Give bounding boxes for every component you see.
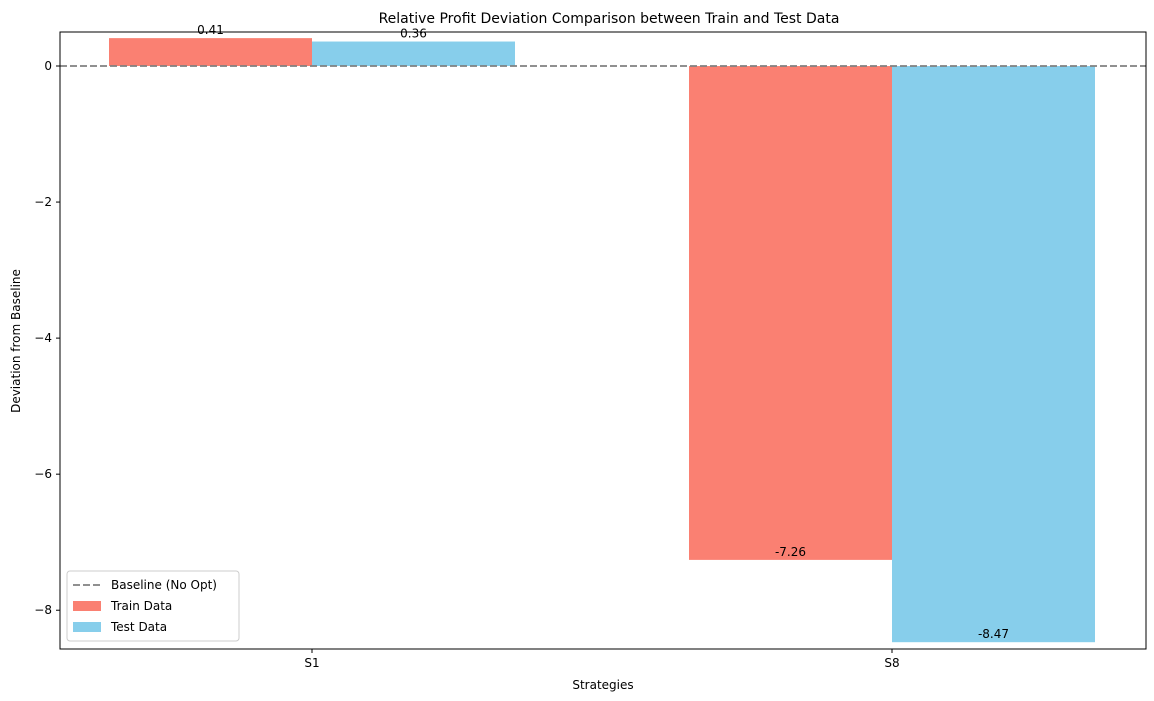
legend-label-train: Train Data: [110, 599, 172, 613]
bar-test-data-s8: [892, 66, 1095, 643]
legend-frame: [66, 570, 240, 642]
x-axis-label: Strategies: [572, 678, 633, 692]
y-axis: 0 −2 −4 −6 −8: [34, 59, 60, 617]
x-tick-label-s1: S1: [304, 656, 319, 670]
legend-label-baseline: Baseline (No Opt): [111, 578, 217, 592]
y-tick-label: −6: [34, 467, 52, 481]
y-tick-label: −8: [34, 603, 52, 617]
y-axis-label: Deviation from Baseline: [9, 269, 23, 413]
x-axis: S1 S8: [304, 649, 900, 670]
y-tick-label: 0: [44, 59, 52, 73]
data-label-train-data-s8: -7.26: [775, 545, 806, 559]
bar-test-data-s1: [312, 41, 515, 67]
chart-title: Relative Profit Deviation Comparison bet…: [379, 11, 840, 27]
bar-train-data-s1: [109, 38, 312, 67]
legend-label-test: Test Data: [110, 620, 167, 634]
data-label-train-data-s1: 0.41: [197, 23, 224, 37]
data-label-test-data-s1: 0.36: [400, 27, 427, 41]
plot-area: 0.41 -7.26 0.36 -8.47: [60, 23, 1146, 643]
y-tick-label: −4: [34, 331, 52, 345]
data-label-test-data-s8: -8.47: [978, 627, 1009, 641]
legend-swatch-test: [73, 622, 101, 632]
plot-frame: [59, 31, 1147, 650]
bar-train-data-s8: [689, 66, 892, 560]
legend: Baseline (No Opt) Train Data Test Data: [66, 570, 240, 642]
y-tick-label: −2: [34, 195, 52, 209]
x-tick-label-s8: S8: [884, 656, 899, 670]
legend-swatch-train: [73, 601, 101, 611]
